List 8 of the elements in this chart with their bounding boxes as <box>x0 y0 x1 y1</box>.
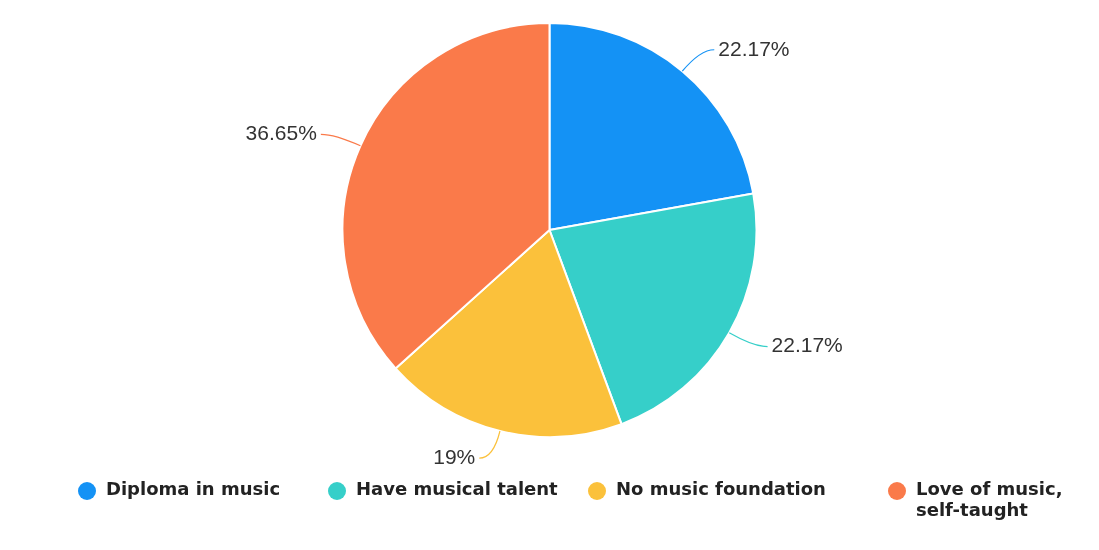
legend-label: No music foundation <box>616 478 826 499</box>
data-label: 22.17% <box>771 333 843 357</box>
data-label: 22.17% <box>718 36 790 60</box>
legend-label: Diploma in music <box>106 478 281 499</box>
data-label: 19% <box>433 444 476 468</box>
legend-label: Have musical talent <box>356 478 558 499</box>
data-label: 36.65% <box>245 121 317 145</box>
legend-label: Love of music, self-taught <box>916 478 1064 520</box>
